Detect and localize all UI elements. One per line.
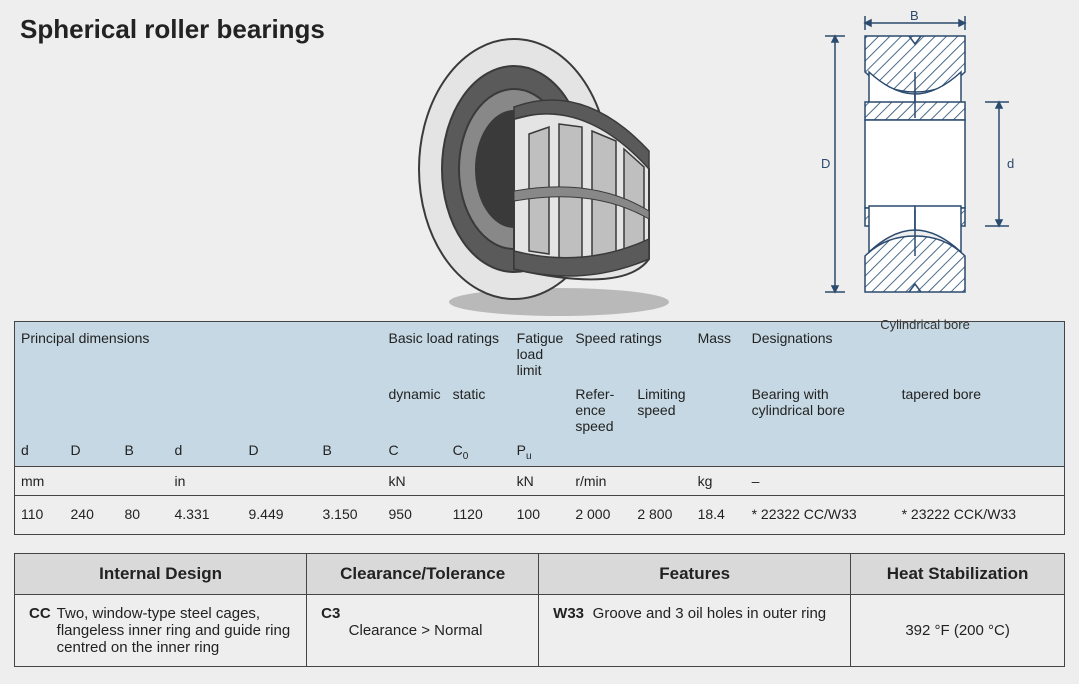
- val-C: 950: [383, 495, 447, 534]
- val-B-mm: 80: [119, 495, 169, 534]
- dim-label-D: D: [821, 156, 830, 171]
- val-desig-cyl: * 22322 CC/W33: [746, 495, 896, 534]
- unit-dash: –: [746, 466, 1065, 495]
- hdr-heat: Heat Stabilization: [851, 553, 1065, 594]
- cc-code: CC: [15, 594, 51, 666]
- dimensions-table: Principal dimensions Basic load ratings …: [14, 321, 1065, 535]
- hdr-clearance: Clearance/Tolerance: [307, 553, 539, 594]
- sym-d-in: d: [169, 438, 243, 466]
- bearing-3d-illustration: [404, 24, 694, 319]
- val-d-mm: 110: [15, 495, 65, 534]
- unit-kN-1: kN: [383, 466, 511, 495]
- sym-D-in: D: [243, 438, 317, 466]
- hdr-internal-design: Internal Design: [15, 553, 307, 594]
- sym-Pu: Pu: [511, 438, 570, 466]
- sym-C0: C0: [447, 438, 511, 466]
- unit-in: in: [169, 466, 383, 495]
- unit-rmin: r/min: [569, 466, 691, 495]
- dim-label-d: d: [1007, 156, 1014, 171]
- hdr-principal: Principal dimensions: [15, 322, 383, 383]
- val-desig-tap: * 23222 CCK/W33: [896, 495, 1065, 534]
- cross-section-label: Cylindrical bore: [795, 317, 1055, 332]
- c3-code: C3: [307, 594, 343, 666]
- unit-kg: kg: [692, 466, 746, 495]
- sym-D: D: [65, 438, 119, 466]
- hdr-dynamic: dynamic: [383, 382, 447, 438]
- w33-code: W33: [539, 594, 587, 666]
- c3-desc: Clearance > Normal: [343, 594, 539, 666]
- val-mass: 18.4: [692, 495, 746, 534]
- heat-value: 392 °F (200 °C): [851, 594, 1065, 666]
- val-B-in: 3.150: [317, 495, 383, 534]
- hdr-static: static: [447, 382, 511, 438]
- unit-kN-2: kN: [511, 466, 570, 495]
- val-ref-speed: 2 000: [569, 495, 631, 534]
- val-D-mm: 240: [65, 495, 119, 534]
- sym-C: C: [383, 438, 447, 466]
- hdr-features: Features: [539, 553, 851, 594]
- sym-B-in: B: [317, 438, 383, 466]
- features-table: Internal Design Clearance/Tolerance Feat…: [14, 553, 1065, 667]
- val-D-in: 9.449: [243, 495, 317, 534]
- val-Pu: 100: [511, 495, 570, 534]
- cross-section-diagram: B D d: [795, 6, 1055, 332]
- sym-d: d: [15, 438, 65, 466]
- hdr-mass: Mass: [692, 322, 746, 383]
- hdr-lim-speed: Limiting speed: [631, 382, 691, 438]
- dim-label-B: B: [910, 8, 919, 23]
- hdr-speed: Speed ratings: [569, 322, 691, 383]
- hdr-fatigue: Fatigue load limit: [511, 322, 570, 383]
- w33-desc: Groove and 3 oil holes in outer ring: [587, 594, 851, 666]
- hdr-basic-load: Basic load ratings: [383, 322, 511, 383]
- unit-mm: mm: [15, 466, 169, 495]
- hdr-ref-speed: Refer- ence speed: [569, 382, 631, 438]
- val-lim-speed: 2 800: [631, 495, 691, 534]
- val-C0: 1120: [447, 495, 511, 534]
- hdr-desig-sub: Bearing with cylindrical bore: [746, 382, 896, 438]
- sym-B: B: [119, 438, 169, 466]
- val-d-in: 4.331: [169, 495, 243, 534]
- hdr-desig-tap: tapered bore: [896, 382, 1065, 438]
- cc-desc: Two, window-type steel cages, flangeless…: [51, 594, 307, 666]
